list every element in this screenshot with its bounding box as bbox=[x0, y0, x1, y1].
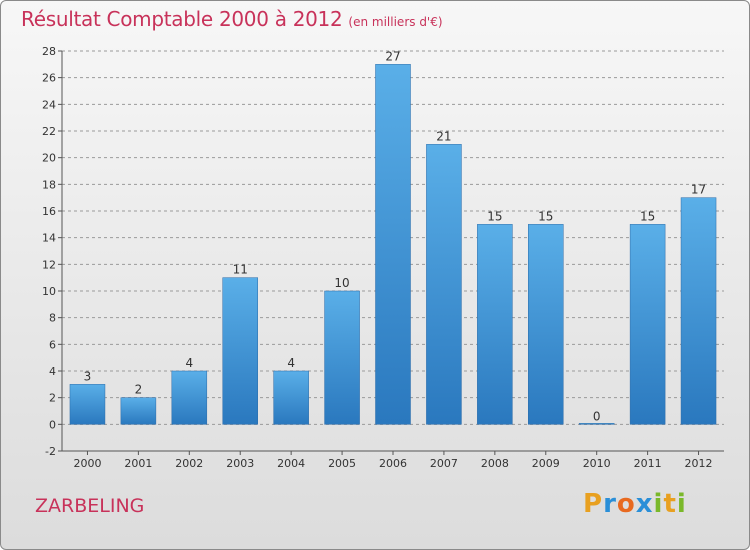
y-tick-label: -2 bbox=[45, 445, 56, 458]
x-tick-label: 2003 bbox=[226, 457, 254, 470]
y-tick-label: 8 bbox=[49, 312, 56, 325]
bar-value-label: 0 bbox=[593, 409, 601, 423]
bar bbox=[629, 224, 666, 425]
y-tick-label: 20 bbox=[42, 152, 56, 165]
bar-value-label: 21 bbox=[436, 129, 451, 143]
bar-value-label: 11 bbox=[233, 263, 248, 277]
bar bbox=[120, 397, 157, 425]
x-tick-label: 2000 bbox=[73, 457, 101, 470]
y-tick-label: 2 bbox=[49, 392, 56, 405]
y-tick-label: 12 bbox=[42, 258, 56, 271]
x-tick-label: 2005 bbox=[328, 457, 356, 470]
logo-letter: i bbox=[676, 489, 687, 519]
y-tick-label: 16 bbox=[42, 205, 56, 218]
bar bbox=[426, 144, 462, 425]
x-tick-label: 2012 bbox=[685, 457, 713, 470]
x-tick-label: 2008 bbox=[481, 457, 509, 470]
y-tick-label: 6 bbox=[49, 338, 56, 351]
commune-name: ZARBELING bbox=[35, 495, 145, 517]
bar bbox=[477, 224, 513, 425]
x-tick-label: 2002 bbox=[175, 457, 203, 470]
bar bbox=[324, 290, 360, 425]
bar-value-label: 27 bbox=[385, 49, 400, 63]
y-tick-label: 4 bbox=[49, 365, 56, 378]
bar bbox=[375, 64, 411, 425]
logo-letter: t bbox=[663, 489, 677, 519]
bar bbox=[680, 197, 717, 425]
y-tick-label: 26 bbox=[42, 72, 56, 85]
chart-title-text: Résultat Comptable 2000 à 2012 bbox=[21, 7, 343, 31]
bar-value-label: 15 bbox=[487, 209, 502, 223]
y-tick-label: 28 bbox=[42, 45, 56, 58]
logo-letter: r bbox=[603, 489, 617, 519]
bar bbox=[528, 224, 564, 425]
y-tick-label: 14 bbox=[42, 232, 56, 245]
x-tick-label: 2001 bbox=[124, 457, 152, 470]
y-tick-label: 24 bbox=[42, 98, 56, 111]
logo-letter: P bbox=[583, 489, 604, 519]
bar bbox=[222, 277, 258, 425]
bar-value-label: 2 bbox=[135, 383, 143, 397]
bar-value-label: 10 bbox=[334, 276, 349, 290]
chart-subtitle: (en milliers d'€) bbox=[348, 15, 443, 29]
bar-value-label: 15 bbox=[538, 209, 553, 223]
y-tick-label: 10 bbox=[42, 285, 56, 298]
bar bbox=[578, 423, 615, 425]
x-tick-label: 2010 bbox=[583, 457, 611, 470]
proxiti-logo: Proxiti bbox=[583, 489, 687, 519]
y-tick-label: 18 bbox=[42, 178, 56, 191]
bar-value-label: 15 bbox=[640, 209, 655, 223]
bar bbox=[69, 384, 106, 425]
x-tick-label: 2007 bbox=[430, 457, 458, 470]
x-tick-label: 2004 bbox=[277, 457, 305, 470]
bar-value-label: 4 bbox=[185, 356, 193, 370]
logo-letter: o bbox=[616, 489, 636, 519]
bar-value-label: 4 bbox=[287, 356, 295, 370]
y-tick-label: 0 bbox=[49, 418, 56, 431]
bar-value-label: 3 bbox=[84, 369, 92, 383]
chart-title: Résultat Comptable 2000 à 2012 (en millie… bbox=[21, 7, 443, 31]
x-tick-label: 2009 bbox=[532, 457, 560, 470]
bar bbox=[273, 370, 309, 425]
bar bbox=[171, 370, 208, 425]
logo-letter: x bbox=[635, 489, 654, 519]
y-tick-label: 22 bbox=[42, 125, 56, 138]
bar-value-label: 17 bbox=[691, 183, 706, 197]
x-tick-label: 2011 bbox=[634, 457, 662, 470]
x-tick-label: 2006 bbox=[379, 457, 407, 470]
logo-letter: i bbox=[653, 489, 664, 519]
